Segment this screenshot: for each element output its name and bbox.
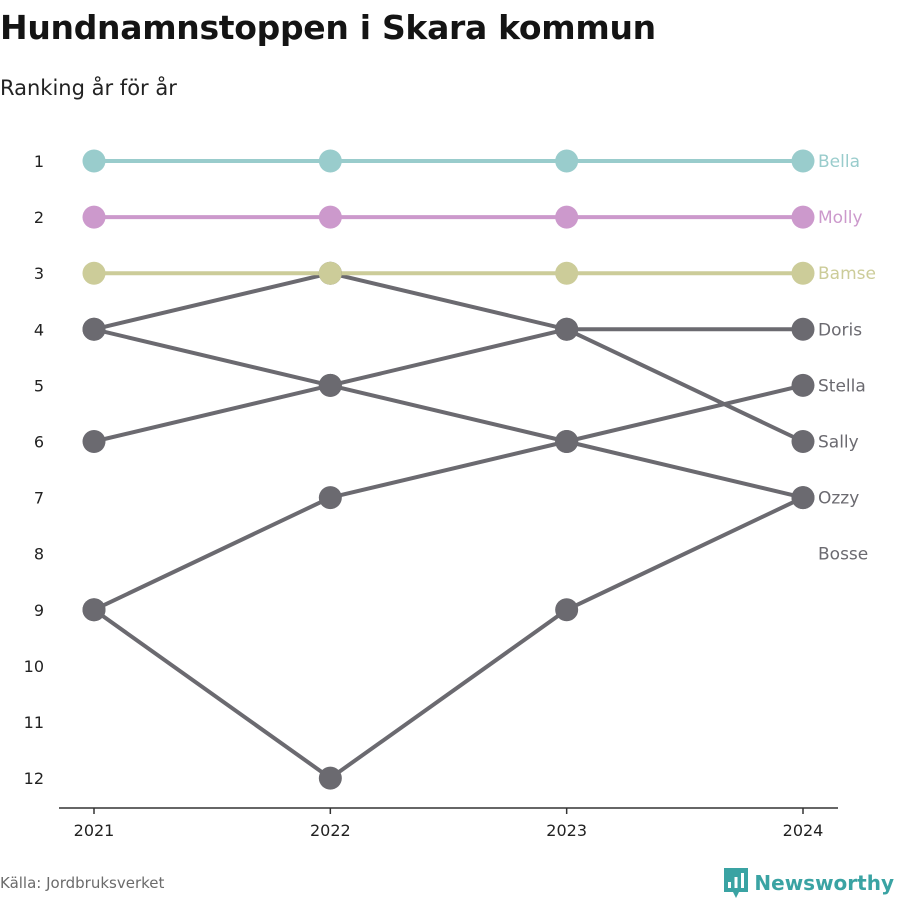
x-tick-label-2023: 2023 — [546, 821, 587, 840]
y-tick-label-4: 4 — [34, 320, 44, 339]
chart-title: Hundnamnstoppen i Skara kommun — [0, 8, 656, 47]
y-tick-label-12: 12 — [24, 769, 44, 788]
y-tick-label-8: 8 — [34, 545, 44, 564]
y-tick-label-9: 9 — [34, 601, 44, 620]
point-molly-2021 — [82, 205, 106, 229]
point-bosse-2023 — [555, 430, 579, 453]
point-bamse-2024 — [791, 261, 815, 285]
point-bamse-2022 — [318, 261, 342, 285]
point-doris-2021 — [82, 430, 106, 453]
x-tick-label-2021: 2021 — [74, 821, 115, 840]
y-tick-label-10: 10 — [24, 657, 44, 676]
end-label-ozzy: Ozzy — [818, 489, 859, 509]
point-bella-2023 — [555, 149, 579, 173]
point-bella-2022 — [318, 149, 342, 173]
point-doris-2024 — [791, 317, 815, 341]
y-tick-label-2: 2 — [34, 208, 44, 227]
point-stella-2022 — [318, 766, 342, 790]
point-bosse-2021 — [82, 598, 106, 622]
end-label-bella: Bella — [818, 152, 860, 172]
point-bella-2024 — [791, 149, 815, 173]
y-tick-label-1: 1 — [34, 152, 44, 171]
x-tick-label-2024: 2024 — [783, 821, 824, 840]
y-tick-label-5: 5 — [34, 376, 44, 395]
series-line-doris — [92, 327, 805, 444]
series-line-stella — [92, 495, 805, 781]
end-label-bamse: Bamse — [818, 264, 876, 284]
point-molly-2024 — [791, 205, 815, 229]
point-molly-2022 — [318, 205, 342, 229]
y-tick-label-6: 6 — [34, 433, 44, 452]
end-label-molly: Molly — [818, 208, 863, 228]
end-label-stella: Stella — [818, 376, 866, 396]
point-stella-2023 — [555, 598, 579, 622]
point-molly-2023 — [555, 205, 579, 229]
end-label-bosse: Bosse — [818, 545, 868, 565]
point-sally-2024 — [791, 430, 815, 453]
point-ozzy-2024 — [791, 486, 815, 510]
series-line-ozzy — [92, 327, 805, 500]
brand-name: Newsworthy — [754, 871, 894, 895]
point-bamse-2021 — [82, 261, 106, 285]
newsworthy-logo-icon — [724, 868, 749, 898]
end-label-sally: Sally — [818, 433, 859, 453]
brand-logo[interactable]: Newsworthy — [724, 868, 894, 898]
point-bamse-2023 — [555, 261, 579, 285]
x-tick-label-2022: 2022 — [310, 821, 351, 840]
point-bosse-2024 — [791, 373, 815, 397]
point-bella-2021 — [82, 149, 106, 173]
y-tick-label-3: 3 — [34, 264, 44, 283]
point-sally-2023 — [555, 317, 579, 341]
series-line-sally — [92, 271, 805, 444]
point-bosse-2022 — [318, 486, 342, 510]
chart-subtitle: Ranking år för år — [0, 76, 177, 100]
y-tick-label-7: 7 — [34, 489, 44, 508]
point-ozzy-2022 — [318, 373, 342, 397]
source-note: Källa: Jordbruksverket — [0, 874, 165, 892]
end-label-doris: Doris — [818, 320, 862, 340]
series-line-bosse — [92, 383, 805, 612]
point-ozzy-2021 — [82, 317, 106, 341]
y-tick-label-11: 11 — [24, 713, 44, 732]
